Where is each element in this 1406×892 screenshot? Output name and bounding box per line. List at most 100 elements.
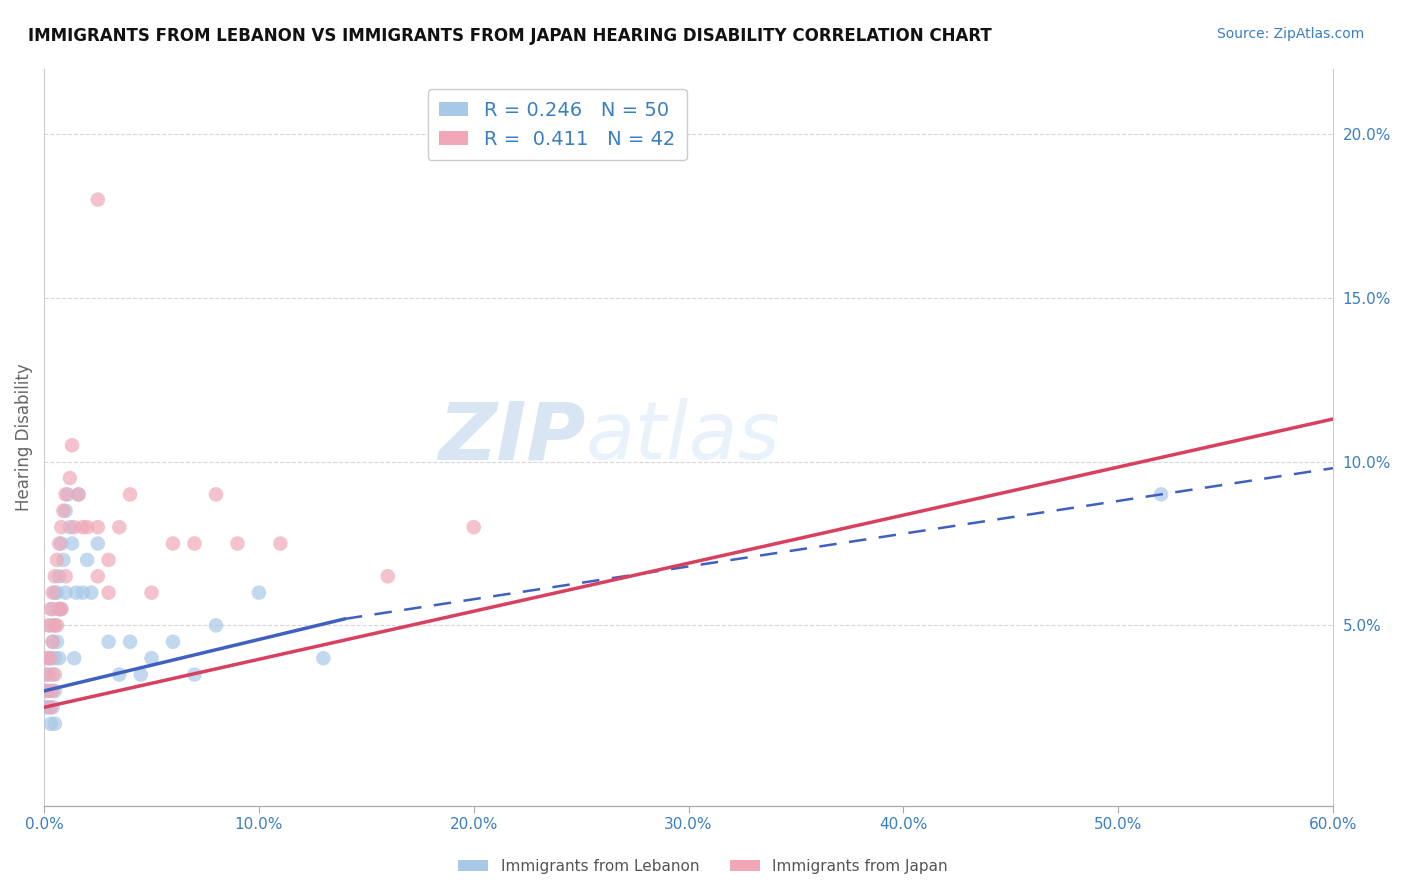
Point <box>41 684 63 698</box>
Point <box>97 553 120 567</box>
Point <box>44 651 66 665</box>
Point <box>41 635 63 649</box>
Point <box>39 618 62 632</box>
Point <box>44 618 66 632</box>
Point <box>97 585 120 599</box>
Point <box>55 585 77 599</box>
Point <box>52 553 75 567</box>
Point <box>269 536 291 550</box>
Point <box>51 536 73 550</box>
Point <box>41 635 63 649</box>
Point <box>67 487 90 501</box>
Point <box>80 585 103 599</box>
Point <box>35 684 58 698</box>
Point <box>118 635 141 649</box>
Point <box>72 585 94 599</box>
Point <box>55 504 77 518</box>
Point <box>87 193 110 207</box>
Point <box>41 700 63 714</box>
Point <box>55 569 77 583</box>
Point <box>67 487 90 501</box>
Point <box>41 602 63 616</box>
Legend: R = 0.246   N = 50, R =  0.411   N = 42: R = 0.246 N = 50, R = 0.411 N = 42 <box>427 89 688 161</box>
Point <box>41 667 63 681</box>
Point <box>108 520 131 534</box>
Point <box>39 700 62 714</box>
Point <box>463 520 485 534</box>
Point <box>37 684 59 698</box>
Point <box>51 602 73 616</box>
Point <box>65 585 87 599</box>
Point <box>39 602 62 616</box>
Point <box>108 667 131 681</box>
Point <box>35 700 58 714</box>
Point <box>118 487 141 501</box>
Point <box>129 667 152 681</box>
Point <box>44 684 66 698</box>
Point <box>60 438 83 452</box>
Point <box>59 471 82 485</box>
Point <box>37 651 59 665</box>
Point <box>44 667 66 681</box>
Point <box>377 569 399 583</box>
Text: ZIP: ZIP <box>439 398 585 476</box>
Text: IMMIGRANTS FROM LEBANON VS IMMIGRANTS FROM JAPAN HEARING DISABILITY CORRELATION : IMMIGRANTS FROM LEBANON VS IMMIGRANTS FR… <box>28 27 991 45</box>
Point <box>183 536 205 550</box>
Point <box>76 520 98 534</box>
Point <box>87 569 110 583</box>
Point <box>51 520 73 534</box>
Point <box>162 536 184 550</box>
Text: atlas: atlas <box>585 398 780 476</box>
Point <box>37 700 59 714</box>
Point <box>39 651 62 665</box>
Point <box>52 504 75 518</box>
Point <box>39 716 62 731</box>
Point <box>44 716 66 731</box>
Point <box>87 520 110 534</box>
Point <box>41 585 63 599</box>
Point <box>205 618 228 632</box>
Point <box>183 667 205 681</box>
Point <box>46 635 69 649</box>
Point <box>51 602 73 616</box>
Point <box>39 651 62 665</box>
Point <box>39 684 62 698</box>
Point <box>55 487 77 501</box>
Y-axis label: Hearing Disability: Hearing Disability <box>15 363 32 511</box>
Point <box>162 635 184 649</box>
Point <box>35 667 58 681</box>
Point <box>48 569 70 583</box>
Point <box>141 651 163 665</box>
Point <box>72 520 94 534</box>
Point <box>44 569 66 583</box>
Point <box>37 667 59 681</box>
Point <box>35 651 58 665</box>
Point <box>48 602 70 616</box>
Point <box>37 618 59 632</box>
Point <box>226 536 249 550</box>
Point <box>46 553 69 567</box>
Point <box>48 651 70 665</box>
Point <box>87 536 110 550</box>
Point <box>48 536 70 550</box>
Point <box>76 553 98 567</box>
Text: Source: ZipAtlas.com: Source: ZipAtlas.com <box>1216 27 1364 41</box>
Point <box>56 487 79 501</box>
Point <box>46 585 69 599</box>
Point <box>97 635 120 649</box>
Point <box>141 585 163 599</box>
Point <box>312 651 335 665</box>
Point <box>48 602 70 616</box>
Point <box>59 520 82 534</box>
Point <box>1150 487 1173 501</box>
Point <box>63 651 86 665</box>
Point <box>205 487 228 501</box>
Legend: Immigrants from Lebanon, Immigrants from Japan: Immigrants from Lebanon, Immigrants from… <box>451 853 955 880</box>
Point <box>35 684 58 698</box>
Point <box>46 618 69 632</box>
Point <box>44 618 66 632</box>
Point <box>60 536 83 550</box>
Point <box>247 585 270 599</box>
Point <box>44 585 66 599</box>
Point <box>63 520 86 534</box>
